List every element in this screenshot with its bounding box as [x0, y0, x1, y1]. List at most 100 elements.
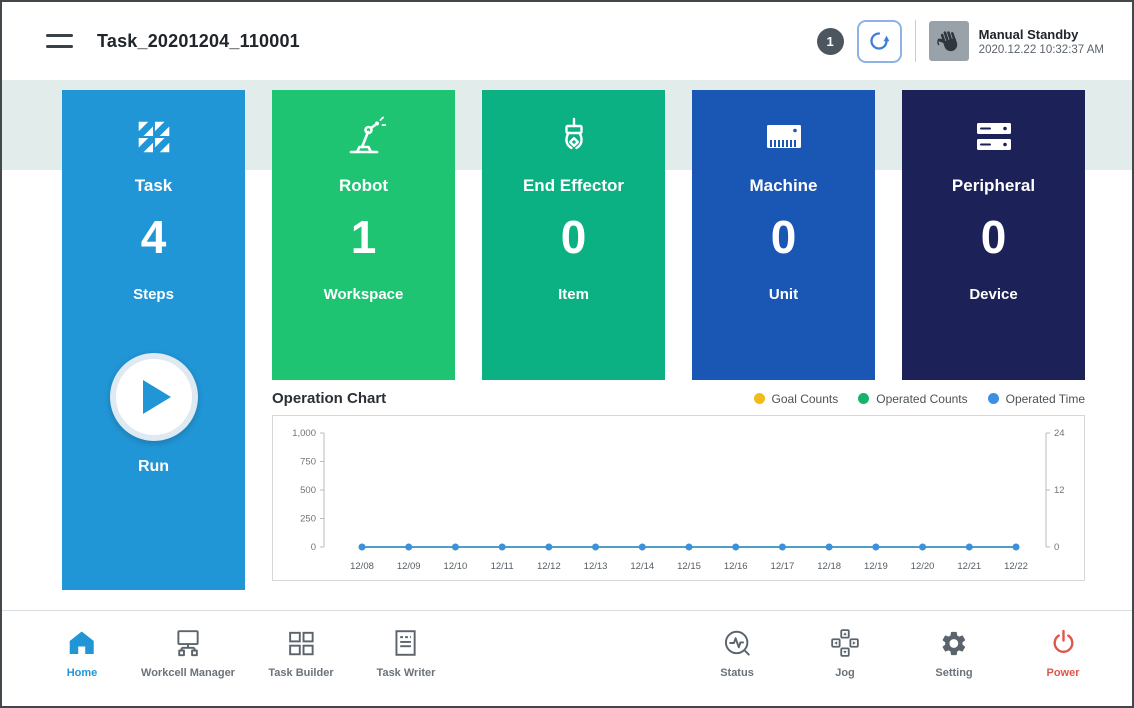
header: Task_20201204_110001 1	[2, 2, 1132, 80]
task-writer-icon	[391, 627, 421, 659]
legend-label: Operated Time	[1006, 392, 1085, 406]
play-icon	[143, 380, 171, 414]
nav-item-status[interactable]: Status	[720, 627, 754, 679]
nav-label: Jog	[835, 667, 855, 679]
legend-dot-green	[858, 393, 869, 404]
svg-text:12/19: 12/19	[864, 561, 888, 572]
workcell-manager-icon	[173, 627, 203, 659]
svg-text:1,000: 1,000	[292, 428, 316, 439]
nav-item-task-builder[interactable]: Task Builder	[268, 627, 333, 679]
card-machine[interactable]: Machine 0 Unit	[692, 90, 875, 380]
reset-rotation-icon	[868, 30, 890, 52]
svg-text:12/20: 12/20	[911, 561, 935, 572]
jog-pad-icon	[830, 627, 860, 659]
run-label: Run	[138, 458, 169, 476]
card-task-sublabel: Steps	[133, 286, 174, 303]
svg-text:12/14: 12/14	[630, 561, 654, 572]
header-divider	[915, 20, 916, 62]
legend-operated-time: Operated Time	[988, 392, 1085, 406]
main-area: Task 4 Steps Run	[2, 80, 1132, 610]
svg-text:12/16: 12/16	[724, 561, 748, 572]
card-task[interactable]: Task 4 Steps Run	[62, 90, 245, 590]
svg-text:0: 0	[311, 542, 316, 553]
svg-text:12: 12	[1054, 485, 1065, 496]
legend-label: Goal Counts	[772, 392, 839, 406]
run-button[interactable]	[110, 353, 198, 441]
svg-text:12/09: 12/09	[397, 561, 421, 572]
svg-text:12/11: 12/11	[491, 561, 514, 572]
svg-text:12/15: 12/15	[677, 561, 701, 572]
card-peripheral-value: 0	[981, 214, 1007, 260]
task-builder-icon	[286, 627, 316, 659]
gear-icon	[940, 627, 969, 659]
nav-label: Task Builder	[268, 667, 333, 679]
reset-button[interactable]	[857, 20, 902, 63]
server-icon	[972, 114, 1016, 160]
operation-chart: 1,000 750 500 250 0 24 12 0 12/08 12/09 12/10 12/11…	[274, 417, 1083, 579]
status-monitor-icon	[722, 627, 752, 659]
svg-text:12/17: 12/17	[771, 561, 795, 572]
legend-operated-counts: Operated Counts	[858, 392, 967, 406]
svg-text:0: 0	[1054, 542, 1059, 553]
svg-text:12/18: 12/18	[817, 561, 841, 572]
legend-goal-counts: Goal Counts	[754, 392, 839, 406]
timestamp: 2020.12.22 10:32:37 AM	[979, 44, 1104, 56]
svg-text:24: 24	[1054, 428, 1065, 439]
nav-label: Home	[67, 667, 98, 679]
svg-text:500: 500	[300, 485, 316, 496]
chart-header: Operation Chart Goal Counts Operated Cou…	[272, 390, 1085, 407]
gripper-icon	[552, 114, 596, 160]
legend-label: Operated Counts	[876, 392, 967, 406]
chart-title: Operation Chart	[272, 390, 386, 407]
card-end-effector-label: End Effector	[523, 176, 624, 196]
task-grid-icon	[133, 114, 175, 160]
nav-label: Task Writer	[377, 667, 436, 679]
hamburger-bar	[46, 45, 73, 48]
nav-item-setting[interactable]: Setting	[935, 627, 972, 679]
nav-label: Power	[1046, 667, 1079, 679]
card-machine-sublabel: Unit	[769, 286, 798, 303]
operation-chart-section: Operation Chart Goal Counts Operated Cou…	[272, 390, 1085, 581]
mode-label: Manual Standby	[979, 27, 1104, 42]
card-robot[interactable]: Robot 1 Workspace	[272, 90, 455, 380]
nav-item-power[interactable]: Power	[1046, 627, 1079, 679]
chart-legend: Goal Counts Operated Counts Operated Tim…	[754, 392, 1085, 406]
card-robot-label: Robot	[339, 176, 388, 196]
manual-hand-icon	[929, 21, 969, 61]
svg-text:12/13: 12/13	[584, 561, 608, 572]
card-machine-value: 0	[771, 214, 797, 260]
run-area: Run	[110, 353, 198, 476]
card-robot-value: 1	[351, 214, 377, 260]
app-screen: Task_20201204_110001 1	[0, 0, 1134, 708]
robot-arm-icon	[342, 114, 386, 160]
hamburger-menu-button[interactable]	[46, 34, 73, 48]
card-task-label: Task	[135, 176, 173, 196]
machine-icon	[762, 114, 806, 160]
card-peripheral-sublabel: Device	[969, 286, 1017, 303]
svg-text:12/10: 12/10	[444, 561, 468, 572]
nav-item-home[interactable]: Home	[67, 627, 98, 679]
card-peripheral[interactable]: Peripheral 0 Device	[902, 90, 1085, 380]
nav-item-task-writer[interactable]: Task Writer	[377, 627, 436, 679]
nav-label: Setting	[935, 667, 972, 679]
page-title: Task_20201204_110001	[97, 31, 300, 52]
svg-text:750: 750	[300, 457, 316, 468]
card-machine-label: Machine	[749, 176, 817, 196]
power-icon	[1048, 627, 1078, 659]
nav-item-workcell-manager[interactable]: Workcell Manager	[141, 627, 235, 679]
card-task-value: 4	[141, 214, 167, 260]
card-end-effector[interactable]: End Effector 0 Item	[482, 90, 665, 380]
chart-plot-area: 1,000 750 500 250 0 24 12 0 12/08 12/09 12/10 12/11…	[272, 415, 1085, 581]
svg-text:12/22: 12/22	[1004, 561, 1028, 572]
card-end-effector-value: 0	[561, 214, 587, 260]
nav-label: Workcell Manager	[141, 667, 235, 679]
mode-text: Manual Standby 2020.12.22 10:32:37 AM	[979, 27, 1104, 56]
notification-count-badge: 1	[817, 28, 844, 55]
svg-text:12/08: 12/08	[350, 561, 374, 572]
nav-label: Status	[720, 667, 754, 679]
nav-item-jog[interactable]: Jog	[830, 627, 860, 679]
svg-text:250: 250	[300, 514, 316, 525]
header-right: 1	[817, 20, 1104, 63]
mode-indicator[interactable]: Manual Standby 2020.12.22 10:32:37 AM	[929, 21, 1104, 61]
home-icon	[67, 627, 97, 659]
